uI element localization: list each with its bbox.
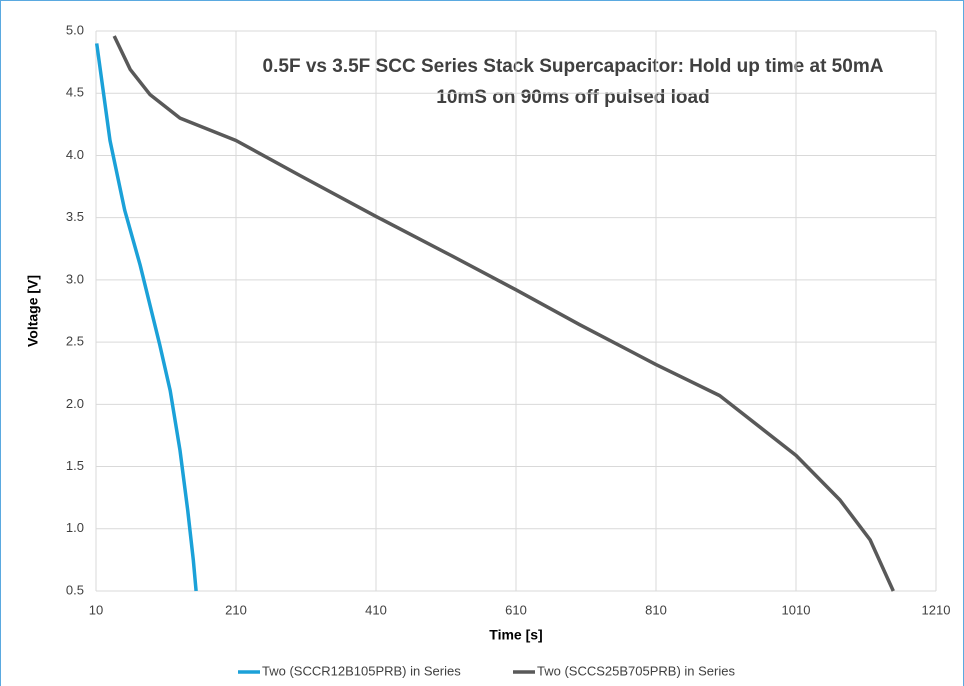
chart-subtitle: 10mS on 90ms off pulsed load: [436, 87, 709, 108]
y-tick-label: 2.0: [66, 396, 84, 411]
legend-label: Two (SCCR12B105PRB) in Series: [262, 663, 461, 678]
y-tick-label: 0.5: [66, 582, 84, 597]
y-tick-label: 1.0: [66, 520, 84, 535]
x-axis-title: Time [s]: [489, 627, 542, 643]
line-series: [112, 35, 895, 592]
y-tick-label: 3.0: [66, 271, 84, 286]
y-tick-label: 5.0: [66, 22, 84, 37]
x-tick-label: 1010: [782, 602, 811, 617]
chart-title: 0.5F vs 3.5F SCC Series Stack Supercapac…: [263, 56, 884, 77]
line-series: [94, 43, 198, 592]
legend-label: Two (SCCS25B705PRB) in Series: [537, 663, 735, 678]
y-tick-label: 4.5: [66, 85, 84, 100]
x-tick-label: 410: [365, 602, 387, 617]
x-tick-label: 810: [645, 602, 667, 617]
y-tick-label: 1.5: [66, 458, 84, 473]
x-tick-label: 1210: [922, 602, 951, 617]
y-tick-label: 4.0: [66, 147, 84, 162]
x-tick-label: 10: [89, 602, 103, 617]
y-tick-label: 3.5: [66, 209, 84, 224]
y-tick-label: 2.5: [66, 334, 84, 349]
x-tick-label: 210: [225, 602, 247, 617]
y-axis-title: Voltage [V]: [25, 275, 41, 347]
x-tick-label: 610: [505, 602, 527, 617]
